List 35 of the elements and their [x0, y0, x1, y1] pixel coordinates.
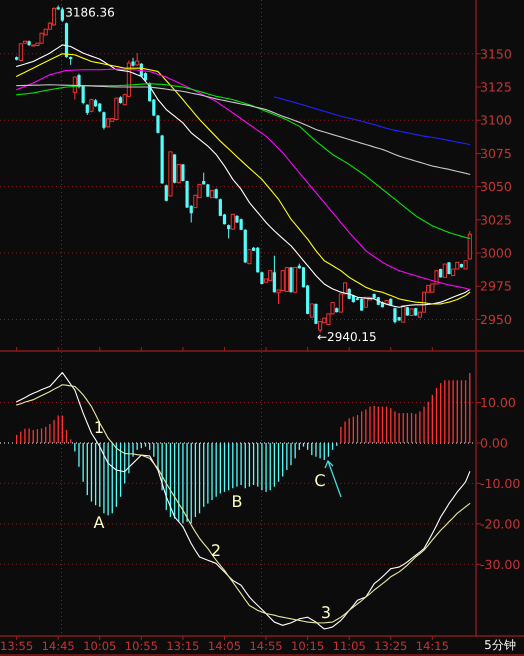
x-tick-label: 14:45	[42, 639, 75, 653]
x-tick-label: 13:15	[166, 639, 200, 653]
annotation: C	[314, 471, 326, 490]
annotation: ←2940.15	[317, 330, 377, 344]
x-tick-label: 14:55	[249, 639, 283, 653]
annotation: B	[232, 492, 242, 511]
annotation: 3	[320, 603, 332, 622]
y-tick-label: -20.00	[480, 516, 520, 532]
annotation: 3186.36	[65, 6, 115, 20]
y-tick-label: 2975	[480, 278, 512, 294]
y-tick-label: 3100	[480, 112, 512, 128]
x-tick-label: 14:15	[416, 639, 449, 653]
y-tick-label: -10.00	[480, 476, 520, 491]
y-tick-label: 10.00	[480, 395, 516, 410]
y-tick-label: 3125	[480, 80, 512, 94]
y-tick-label: 3025	[480, 212, 512, 228]
y-tick-label: 3150	[480, 46, 512, 62]
text: 5分钟	[484, 638, 516, 652]
x-tick-label: 11:05	[332, 639, 366, 653]
line-series	[274, 96, 470, 146]
y-tick-label: 3075	[480, 146, 512, 161]
annotation: 1	[94, 418, 104, 437]
y-tick-label: 2950	[480, 312, 512, 327]
y-tick-label: 3050	[480, 179, 512, 194]
x-tick-label: 10:15	[291, 639, 324, 653]
y-tick-label: 3000	[480, 246, 512, 261]
x-tick-label: 13:25	[374, 639, 408, 653]
y-tick-label: 0.00	[480, 435, 508, 450]
x-tick-label: 14:05	[208, 639, 242, 653]
annotation: A	[94, 513, 105, 532]
x-tick-label: 10:05	[83, 639, 116, 653]
x-tick-label: 13:55	[0, 639, 34, 653]
annotation: 2	[210, 541, 222, 560]
y-tick-label: -30.00	[480, 556, 520, 572]
x-tick-label: 10:55	[124, 639, 158, 653]
